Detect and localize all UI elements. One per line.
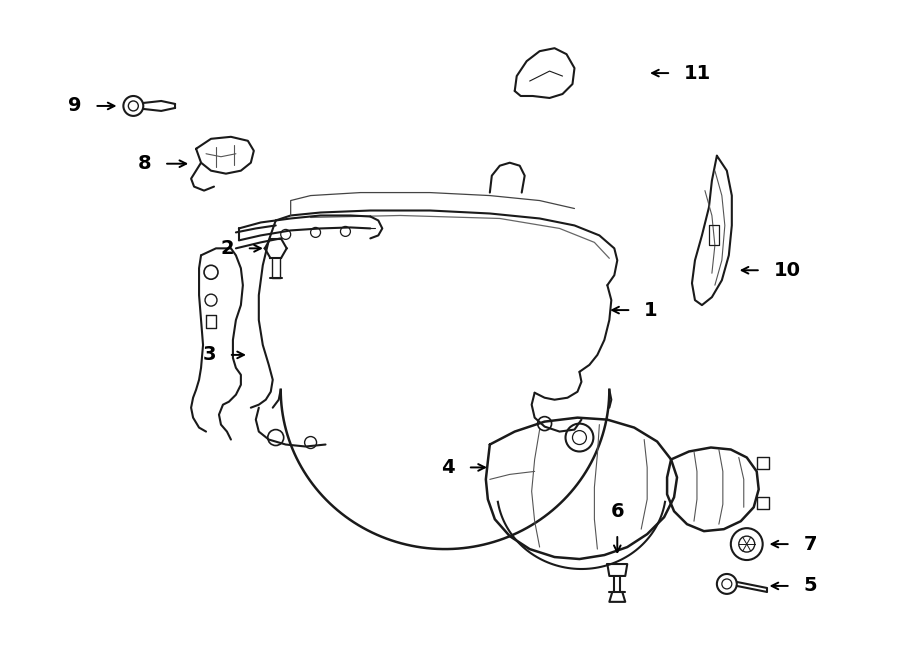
Text: 8: 8 — [138, 154, 151, 173]
Text: 10: 10 — [774, 261, 801, 280]
Text: 1: 1 — [644, 301, 658, 320]
Text: 5: 5 — [804, 577, 817, 595]
Text: 7: 7 — [804, 535, 817, 553]
Text: 6: 6 — [610, 502, 624, 521]
Text: 2: 2 — [220, 239, 234, 258]
Text: 9: 9 — [68, 97, 82, 115]
Text: 11: 11 — [684, 64, 711, 83]
Text: 3: 3 — [202, 346, 216, 364]
Text: 4: 4 — [441, 458, 455, 477]
